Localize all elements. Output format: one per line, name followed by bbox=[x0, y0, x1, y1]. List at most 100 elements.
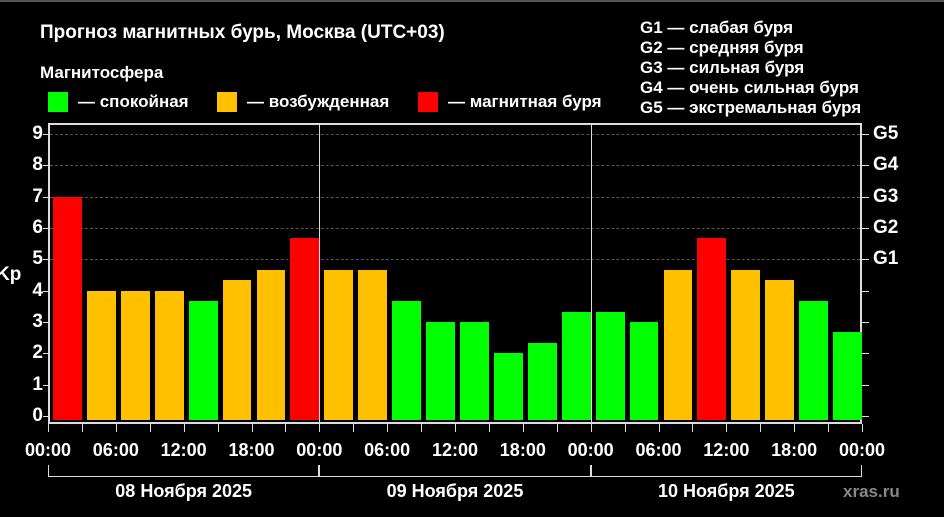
legend-label: — возбужденная bbox=[247, 92, 390, 111]
legend-unsettled: — возбужденная bbox=[217, 92, 389, 112]
y-tick-label: 4 bbox=[32, 279, 43, 301]
x-tick-mark bbox=[387, 424, 389, 432]
kp-bar bbox=[561, 311, 591, 420]
day-bracket bbox=[48, 465, 320, 477]
kp-bar bbox=[697, 238, 727, 420]
y-tick-label: 3 bbox=[32, 311, 43, 332]
x-tick-mark bbox=[183, 424, 185, 432]
kp-bar bbox=[629, 322, 659, 420]
kp-bar bbox=[663, 269, 693, 420]
x-tick-label: 12:00 bbox=[431, 440, 479, 460]
y-axis-label: Kp bbox=[0, 264, 22, 285]
x-tick-mark bbox=[862, 424, 863, 432]
kp-bar bbox=[426, 322, 455, 420]
kp-bar bbox=[358, 269, 388, 420]
x-tick-label: 00:00 bbox=[24, 440, 72, 460]
legend-storm: — магнитная буря bbox=[418, 92, 602, 112]
g1-legend: G1 — слабая буря bbox=[640, 18, 794, 37]
day-bracket bbox=[590, 465, 862, 477]
g5-legend: G5 — экстремальная буря bbox=[640, 98, 862, 117]
y-tick-label: 9 bbox=[32, 123, 43, 144]
g-tick-mark bbox=[862, 384, 869, 386]
x-tick-label: 00:00 bbox=[296, 440, 343, 460]
legend-quiet: — спокойная bbox=[48, 92, 189, 112]
kp-bar bbox=[290, 238, 320, 420]
y-tick-label: 7 bbox=[32, 185, 43, 207]
kp-bar bbox=[765, 280, 795, 420]
g-tick-mark bbox=[862, 353, 869, 355]
x-tick-label: 06:00 bbox=[364, 440, 411, 460]
x-tick-mark bbox=[455, 424, 456, 432]
x-tick-mark bbox=[522, 424, 524, 432]
x-tick-label: 06:00 bbox=[92, 440, 139, 460]
kp-bar bbox=[595, 311, 625, 420]
g-tick-mark bbox=[862, 228, 869, 229]
y-tick-mark bbox=[43, 416, 49, 417]
day-bracket bbox=[319, 465, 591, 477]
x-tick-mark bbox=[760, 424, 762, 432]
top-border bbox=[0, 0, 944, 2]
y-tick-label: 1 bbox=[32, 373, 43, 395]
kp-bar bbox=[799, 301, 829, 420]
legend-label: — спокойная bbox=[78, 92, 189, 111]
day-divider bbox=[319, 125, 321, 422]
y-tick-mark bbox=[43, 353, 49, 355]
x-tick-mark bbox=[556, 424, 558, 432]
y-tick-label: 6 bbox=[32, 217, 43, 238]
x-tick-label: 00:00 bbox=[567, 440, 614, 460]
g-tick-label: G1 bbox=[873, 248, 899, 270]
g4-legend: G4 — очень сильная буря bbox=[640, 78, 859, 97]
g-tick-label: G2 bbox=[873, 217, 899, 238]
kp-bar bbox=[833, 332, 862, 420]
y-tick-label: 2 bbox=[32, 342, 43, 364]
x-tick-mark bbox=[726, 424, 728, 432]
y-tick-mark bbox=[43, 196, 49, 198]
kp-bar bbox=[222, 280, 252, 420]
x-tick-label: 06:00 bbox=[635, 440, 682, 460]
x-tick-mark bbox=[794, 424, 796, 432]
y-tick-mark bbox=[43, 165, 49, 167]
gridline bbox=[50, 259, 860, 261]
x-tick-label: 18:00 bbox=[228, 440, 275, 460]
g-tick-mark bbox=[862, 196, 869, 198]
x-tick-mark bbox=[624, 424, 626, 432]
y-tick-label: 0 bbox=[32, 405, 43, 426]
x-tick-label: 00:00 bbox=[838, 440, 886, 460]
x-tick-mark bbox=[828, 424, 830, 432]
day-divider bbox=[590, 125, 592, 422]
x-tick-mark bbox=[149, 424, 151, 432]
x-tick-mark bbox=[81, 424, 83, 432]
x-tick-mark bbox=[115, 424, 117, 432]
y-tick-mark bbox=[43, 228, 49, 229]
chart-title: Прогноз магнитных бурь, Москва (UTC+03) bbox=[40, 22, 445, 43]
day-label: 10 Ноября 2025 bbox=[657, 481, 795, 501]
x-tick-label: 18:00 bbox=[771, 440, 818, 460]
storm-swatch-icon bbox=[418, 92, 438, 112]
quiet-swatch-icon bbox=[48, 92, 68, 112]
gridline bbox=[50, 134, 860, 135]
x-tick-mark bbox=[658, 424, 660, 432]
y-tick-mark bbox=[43, 384, 49, 386]
x-tick-mark bbox=[48, 424, 49, 432]
kp-bar bbox=[460, 322, 489, 420]
unsettled-swatch-icon bbox=[217, 92, 237, 112]
x-tick-mark bbox=[251, 424, 253, 432]
y-tick-label: 8 bbox=[32, 154, 43, 176]
y-tick-mark bbox=[43, 290, 49, 292]
x-tick-mark bbox=[217, 424, 219, 432]
x-tick-mark bbox=[488, 424, 490, 432]
day-label: 09 Ноября 2025 bbox=[386, 481, 524, 501]
x-tick-label: 18:00 bbox=[499, 440, 546, 460]
kp-bar bbox=[53, 196, 82, 420]
x-tick-mark bbox=[590, 424, 592, 432]
gridline bbox=[50, 228, 860, 229]
g-tick-mark bbox=[862, 322, 869, 323]
g-tick-mark bbox=[862, 259, 869, 261]
g-tick-mark bbox=[862, 290, 869, 292]
kp-bar bbox=[493, 353, 523, 420]
y-tick-mark bbox=[43, 134, 49, 135]
x-tick-mark bbox=[353, 424, 355, 432]
y-tick-mark bbox=[43, 259, 49, 261]
y-tick-mark bbox=[43, 322, 49, 323]
day-label: 08 Ноября 2025 bbox=[115, 481, 253, 501]
